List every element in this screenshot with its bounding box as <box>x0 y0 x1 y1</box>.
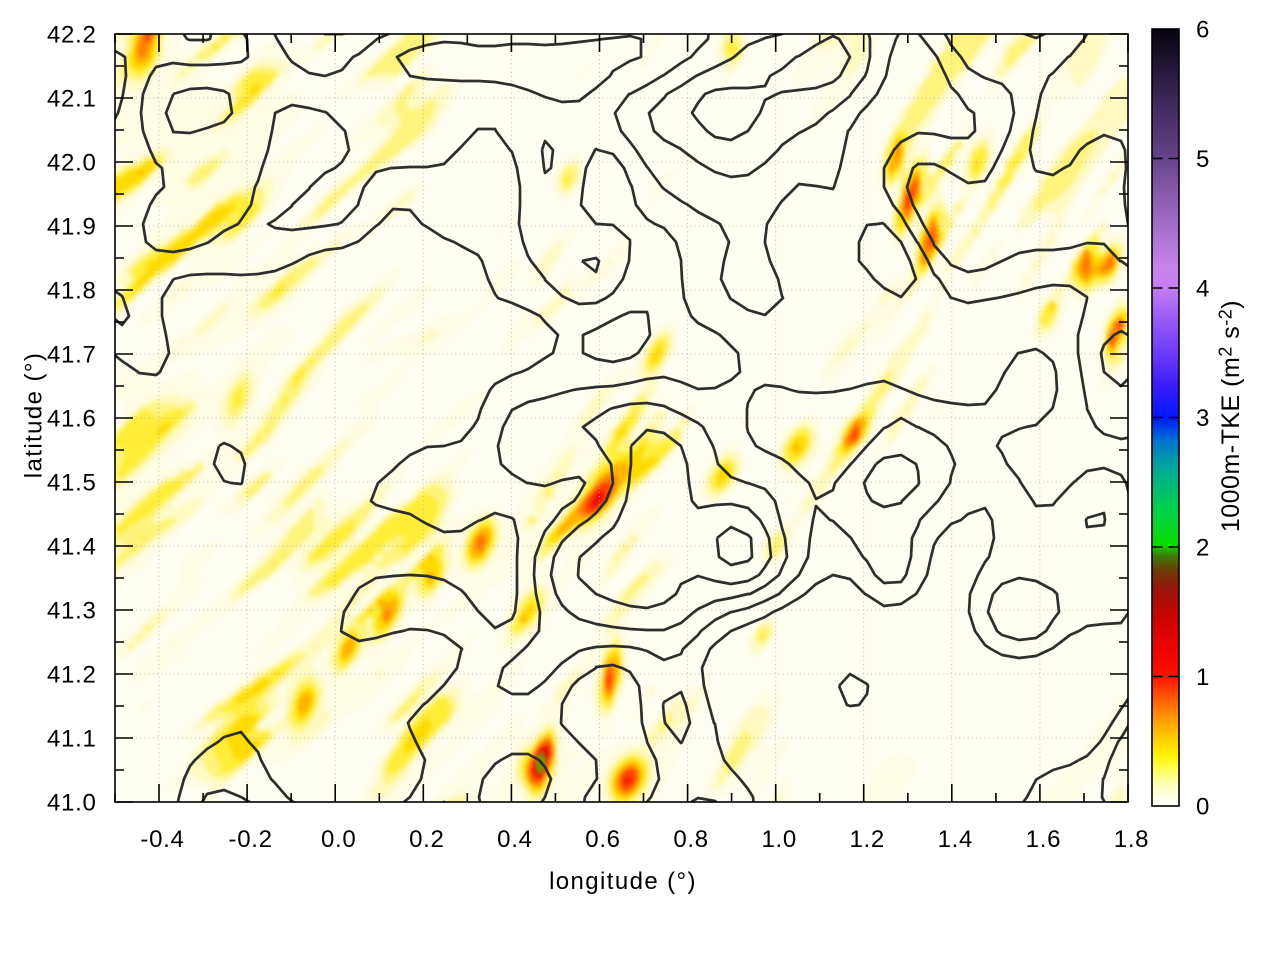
svg-text:1: 1 <box>1196 664 1209 691</box>
svg-text:1.0: 1.0 <box>761 826 796 853</box>
svg-text:5: 5 <box>1196 146 1209 173</box>
svg-text:42.2: 42.2 <box>47 22 97 49</box>
svg-text:0.4: 0.4 <box>497 826 532 853</box>
svg-text:1.4: 1.4 <box>938 826 973 853</box>
svg-text:0: 0 <box>1196 794 1209 821</box>
svg-text:41.1: 41.1 <box>47 726 97 753</box>
svg-text:3: 3 <box>1196 405 1209 432</box>
svg-text:42.1: 42.1 <box>47 86 97 113</box>
svg-text:41.9: 41.9 <box>47 214 97 241</box>
svg-text:6: 6 <box>1196 17 1209 44</box>
svg-text:41.3: 41.3 <box>47 598 97 625</box>
svg-text:1.6: 1.6 <box>1026 826 1061 853</box>
svg-text:0.0: 0.0 <box>321 826 356 853</box>
svg-text:0.8: 0.8 <box>673 826 708 853</box>
svg-text:-0.2: -0.2 <box>229 826 273 853</box>
svg-text:1000m-TKE (m2 s-2): 1000m-TKE (m2 s-2) <box>1216 300 1246 532</box>
svg-text:41.6: 41.6 <box>47 406 97 433</box>
svg-text:0.2: 0.2 <box>409 826 444 853</box>
svg-text:2: 2 <box>1196 535 1209 562</box>
svg-text:1.2: 1.2 <box>849 826 884 853</box>
svg-text:42.0: 42.0 <box>47 150 97 177</box>
svg-text:latitude (°): latitude (°) <box>21 352 48 478</box>
svg-text:0.6: 0.6 <box>585 826 620 853</box>
svg-text:41.5: 41.5 <box>47 470 97 497</box>
svg-text:-0.4: -0.4 <box>140 826 184 853</box>
svg-text:41.2: 41.2 <box>47 662 97 689</box>
svg-text:41.7: 41.7 <box>47 342 97 369</box>
svg-text:1.8: 1.8 <box>1114 826 1149 853</box>
svg-text:41.8: 41.8 <box>47 278 97 305</box>
svg-text:41.4: 41.4 <box>47 534 97 561</box>
svg-text:4: 4 <box>1196 276 1209 303</box>
svg-text:41.0: 41.0 <box>47 790 97 817</box>
svg-text:longitude (°): longitude (°) <box>549 868 697 895</box>
